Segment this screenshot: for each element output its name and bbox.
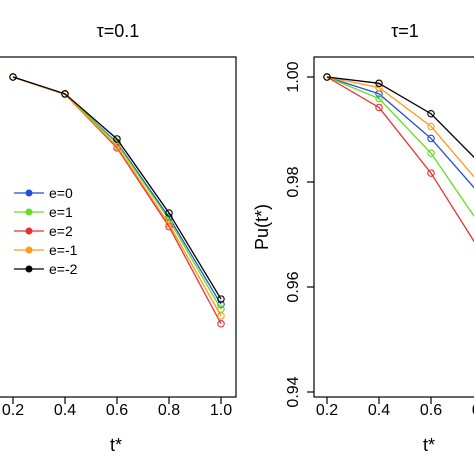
right-data-point [375, 79, 383, 88]
legend-marker [25, 246, 33, 254]
right-x-tick-label: 0.2 [316, 402, 338, 419]
left-x-tick-label: 0.8 [158, 402, 180, 419]
legend-marker [25, 227, 33, 235]
right-panel: τ=1 0.94 0.96 0.98 1.00 0.2 0.4 0.6 0.8 Pu(t*)… [252, 21, 474, 455]
right-data-point [375, 103, 383, 112]
right-x-axis: 0.2 0.4 0.6 0.8 [316, 397, 474, 419]
left-series-line [12, 76, 222, 300]
right-data-point [375, 94, 383, 103]
right-panel-title: τ=1 [391, 21, 419, 41]
left-series-line [12, 76, 222, 325]
right-series-line [326, 76, 474, 189]
right-x-tick-label: 0.4 [368, 402, 390, 419]
right-data-point [427, 169, 435, 177]
right-data-point [375, 83, 383, 92]
right-x-tick-label: 0.8 [472, 402, 474, 419]
left-legend: e=0 e=1 e=2 e=-1 e=-2 [14, 185, 78, 277]
right-series-group [323, 73, 474, 243]
left-series-line [12, 76, 222, 317]
left-x-tick-label: 1.0 [210, 402, 232, 419]
right-data-point [427, 149, 435, 157]
legend-label: e=-2 [49, 261, 78, 277]
right-series-line [326, 76, 474, 243]
right-series-line [326, 76, 474, 159]
right-y-tick-label: 1.00 [285, 61, 302, 92]
left-series-line [12, 76, 222, 305]
legend-marker [25, 265, 33, 273]
left-series-group [9, 73, 225, 328]
right-x-axis-label: t* [423, 435, 435, 455]
left-panel-title: τ=0.1 [97, 21, 140, 41]
left-data-point [165, 220, 173, 228]
right-y-axis-label: Pu(t*) [252, 204, 272, 250]
left-data-point [165, 209, 173, 217]
right-series-line [326, 76, 474, 218]
right-x-tick-label: 0.6 [420, 402, 442, 419]
right-y-tick-label: 0.98 [285, 166, 302, 197]
right-plot-frame [313, 56, 474, 398]
left-data-point [61, 90, 69, 98]
legend-marker [25, 208, 33, 216]
left-x-tick-label: 0.2 [2, 402, 24, 419]
left-data-point [113, 142, 121, 151]
left-data-point [217, 295, 225, 303]
left-data-point [217, 319, 225, 328]
left-data-point [9, 73, 17, 81]
left-panel: τ=0.1 0.2 0.4 0.6 0.8 1.0 e=0e=1e=2e=-1e=-2 … [0, 21, 237, 455]
legend-label: e=0 [49, 185, 73, 201]
left-x-axis: 0.2 0.4 0.6 0.8 1.0 [2, 397, 232, 419]
left-data-point [113, 135, 121, 143]
legend-marker [25, 189, 33, 197]
legend-label: e=1 [49, 204, 73, 220]
left-x-tick-label: 0.6 [106, 402, 128, 419]
left-plot-frame [0, 56, 237, 398]
right-y-tick-label: 0.94 [285, 376, 302, 407]
right-y-tick-label: 0.96 [285, 271, 302, 302]
left-series-line [12, 76, 222, 310]
legend-label: e=-1 [49, 242, 78, 258]
right-data-point [427, 122, 435, 131]
left-x-tick-label: 0.4 [54, 402, 76, 419]
right-series-line [326, 76, 474, 178]
left-x-axis-label: t* [110, 435, 122, 455]
left-data-point [217, 312, 225, 320]
right-data-point [323, 73, 331, 81]
legend-label: e=2 [49, 223, 73, 239]
right-y-axis: 0.94 0.96 0.98 1.00 [285, 61, 314, 408]
right-data-point [427, 110, 435, 118]
right-data-point [427, 134, 435, 143]
